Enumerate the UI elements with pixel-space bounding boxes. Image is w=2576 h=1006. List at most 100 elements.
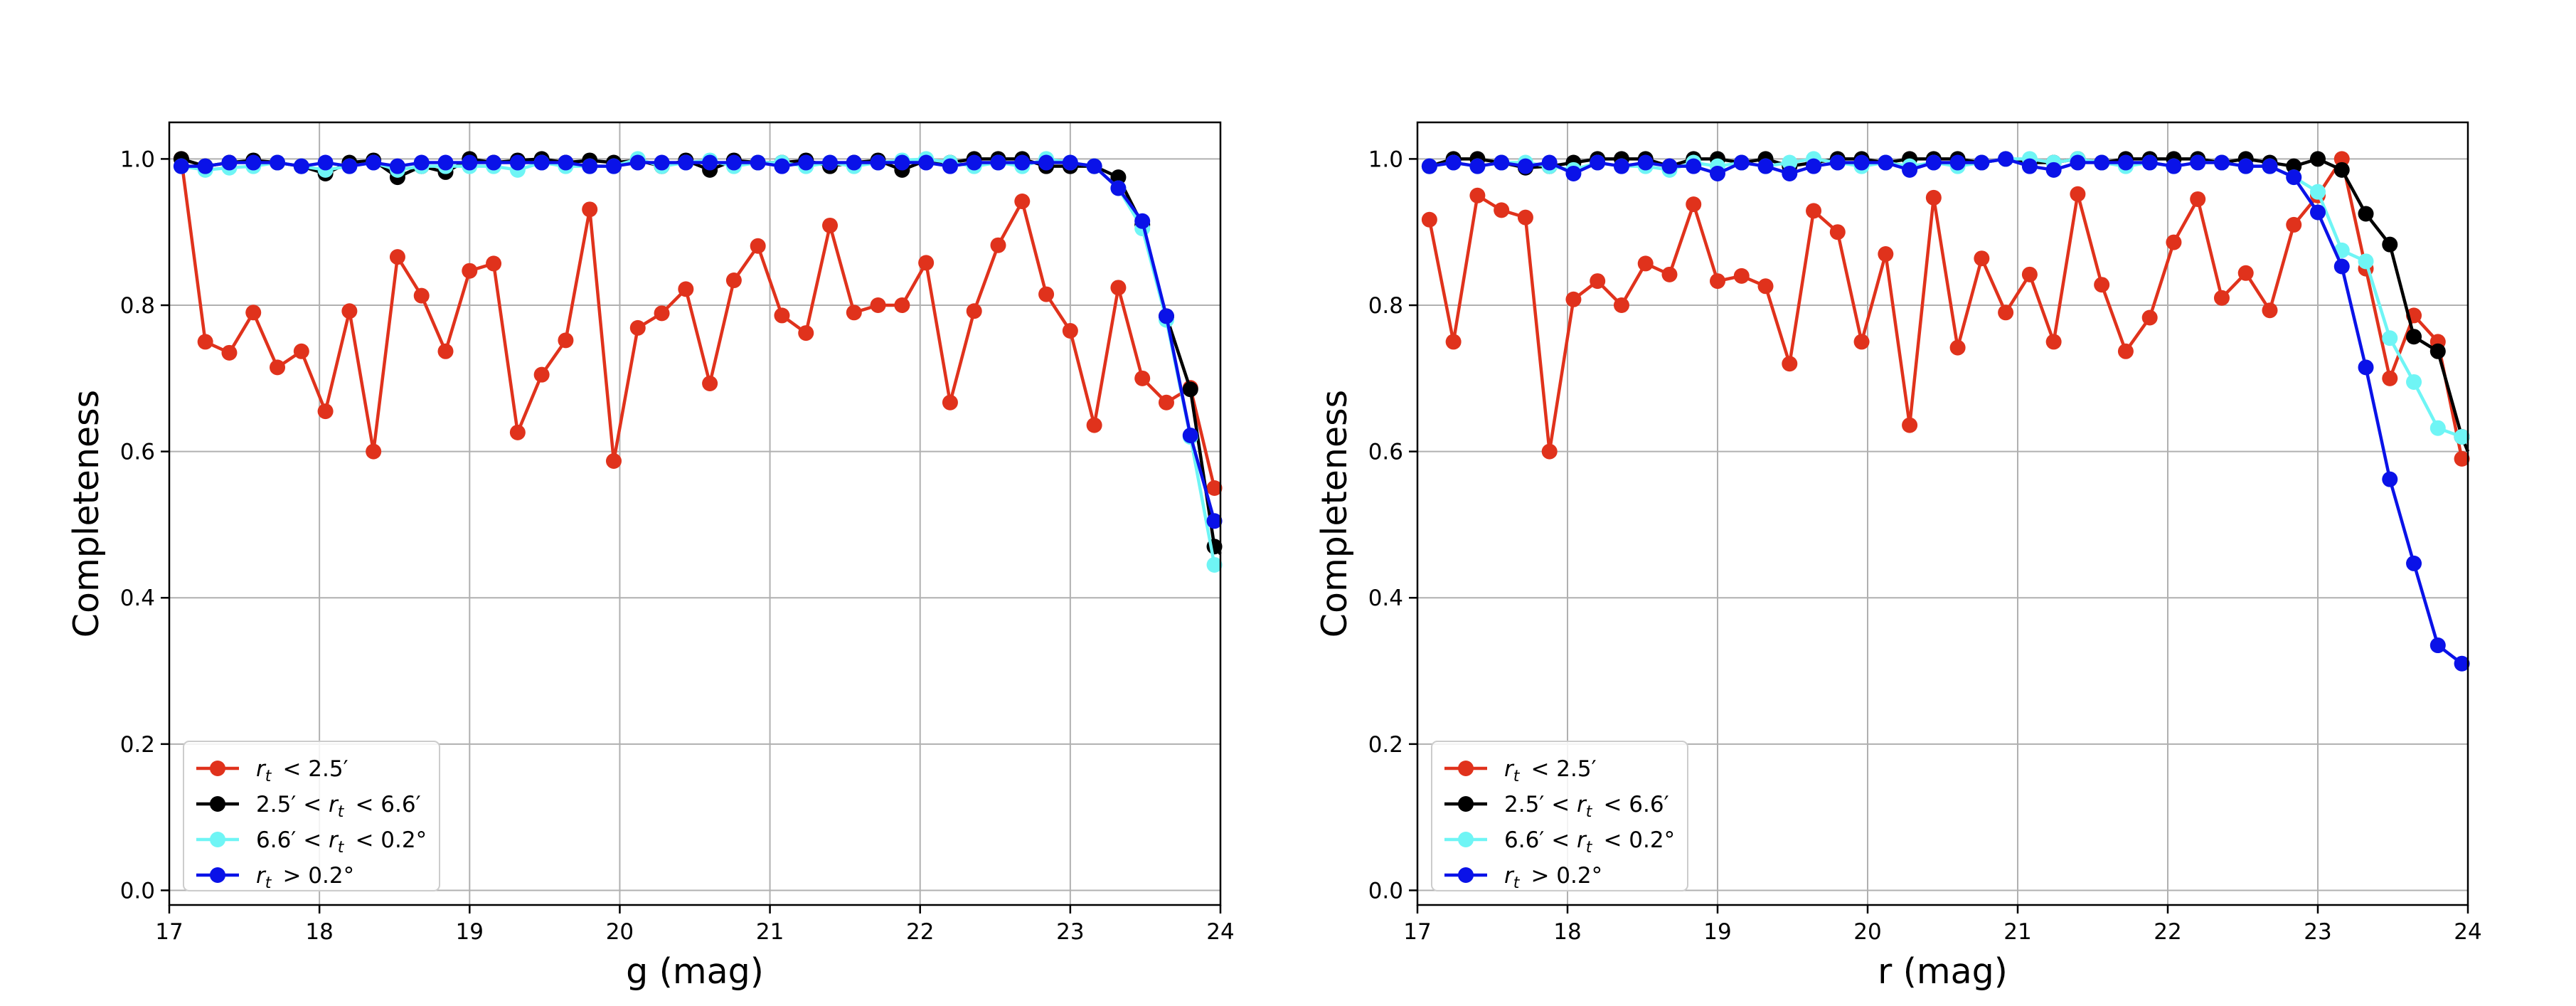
data-point bbox=[558, 332, 574, 349]
data-point bbox=[1925, 189, 1942, 206]
y-axis: 0.0 0.2 0.4 0.6 0.8 1.0 bbox=[1368, 147, 1417, 904]
data-point bbox=[2045, 162, 2062, 178]
data-point bbox=[678, 281, 694, 297]
data-point bbox=[389, 249, 405, 265]
data-point bbox=[413, 154, 430, 171]
data-point bbox=[1733, 154, 1750, 171]
data-point bbox=[1206, 480, 1223, 497]
x-tick-label: 20 bbox=[1853, 919, 1881, 945]
data-point bbox=[2310, 204, 2326, 221]
data-point bbox=[1878, 246, 1894, 263]
data-point bbox=[1998, 151, 2014, 167]
x-tick-label: 17 bbox=[155, 919, 183, 945]
x-axis: 17 18 19 20 21 22 23 24 bbox=[155, 905, 1235, 945]
data-point bbox=[2454, 655, 2470, 672]
data-point bbox=[846, 305, 862, 321]
data-point bbox=[2358, 206, 2374, 222]
data-point bbox=[1686, 196, 1702, 213]
data-point bbox=[1062, 154, 1078, 171]
data-point bbox=[942, 158, 958, 174]
data-point bbox=[2070, 186, 2086, 202]
x-tick-label: 17 bbox=[1403, 919, 1431, 945]
data-point bbox=[1925, 154, 1942, 171]
y-tick-label: 0.8 bbox=[1368, 293, 1403, 319]
data-point bbox=[822, 154, 839, 171]
data-point bbox=[1110, 280, 1127, 296]
data-point bbox=[1445, 154, 1462, 171]
data-point bbox=[2262, 158, 2278, 174]
legend-label: 6.6′ < rt < 0.2° bbox=[1504, 827, 1675, 857]
axes-frame bbox=[168, 121, 1222, 906]
y-tick-label: 0.4 bbox=[1368, 586, 1403, 611]
data-point bbox=[1710, 165, 1725, 181]
data-point bbox=[558, 154, 574, 171]
x-tick-label: 21 bbox=[756, 919, 784, 945]
data-point bbox=[1590, 154, 1606, 171]
data-point bbox=[2021, 266, 2038, 282]
data-point bbox=[1661, 266, 1678, 282]
axes-frame bbox=[1416, 121, 2469, 906]
legend-entry-2: 2.5′ < rt < 6.6′ bbox=[1444, 792, 1669, 821]
data-point bbox=[2213, 154, 2230, 171]
data-point bbox=[2070, 154, 2086, 171]
data-point bbox=[1158, 308, 1174, 324]
y-tick-label: 0.0 bbox=[1368, 878, 1403, 904]
data-point bbox=[1733, 268, 1750, 284]
data-point bbox=[1421, 211, 1437, 228]
data-point bbox=[245, 154, 262, 171]
data-point bbox=[2286, 158, 2302, 174]
data-point bbox=[1878, 154, 1894, 171]
data-point bbox=[798, 154, 814, 171]
data-point bbox=[462, 154, 478, 171]
legend-marker bbox=[210, 796, 225, 812]
y-tick-label: 0.6 bbox=[1368, 440, 1403, 465]
data-point bbox=[1853, 334, 1870, 350]
data-point bbox=[533, 154, 550, 171]
y-tick-label: 0.0 bbox=[120, 878, 155, 904]
data-point bbox=[1014, 154, 1031, 171]
data-point bbox=[2166, 158, 2182, 174]
data-point bbox=[1494, 202, 1510, 218]
data-point bbox=[582, 158, 598, 174]
data-point bbox=[1637, 255, 1654, 272]
data-point bbox=[966, 303, 982, 319]
data-point bbox=[1086, 417, 1102, 433]
data-point bbox=[1782, 165, 1798, 181]
x-tick-label: 21 bbox=[2003, 919, 2031, 945]
data-point bbox=[1158, 394, 1174, 411]
legend-marker bbox=[1458, 796, 1474, 812]
data-point bbox=[750, 154, 766, 171]
x-axis-title: g (mag) bbox=[626, 951, 764, 992]
data-point bbox=[678, 154, 694, 171]
data-point bbox=[774, 158, 790, 174]
data-point bbox=[2190, 154, 2206, 171]
y-tick-label: 1.0 bbox=[1368, 147, 1403, 172]
data-point bbox=[1038, 286, 1055, 302]
data-point bbox=[1949, 154, 1966, 171]
data-point bbox=[1613, 297, 1629, 314]
data-point bbox=[2333, 162, 2350, 178]
data-point bbox=[1853, 154, 1870, 171]
data-point bbox=[462, 263, 478, 279]
data-point bbox=[1829, 224, 1846, 240]
data-point bbox=[1710, 273, 1725, 290]
y-tick-label: 1.0 bbox=[120, 147, 155, 172]
data-point bbox=[221, 154, 238, 171]
data-point bbox=[341, 158, 358, 174]
data-point bbox=[894, 297, 910, 314]
data-point bbox=[317, 403, 334, 420]
data-point bbox=[245, 305, 262, 321]
y-tick-label: 0.8 bbox=[120, 293, 155, 319]
chart-panel-2: 17 18 19 20 21 22 23 24 r (mag) 0.0 0.2 0.4 0.6 0.8 1.… bbox=[1314, 121, 2482, 992]
data-point bbox=[1206, 556, 1223, 573]
data-point bbox=[1134, 213, 1151, 229]
data-point bbox=[270, 359, 286, 376]
data-point bbox=[702, 154, 718, 171]
data-point bbox=[1998, 305, 2014, 321]
x-tick-label: 19 bbox=[456, 919, 484, 945]
data-point bbox=[197, 334, 213, 350]
data-point bbox=[2021, 158, 2038, 174]
series-group bbox=[1421, 151, 2470, 672]
data-point bbox=[1469, 187, 1486, 203]
